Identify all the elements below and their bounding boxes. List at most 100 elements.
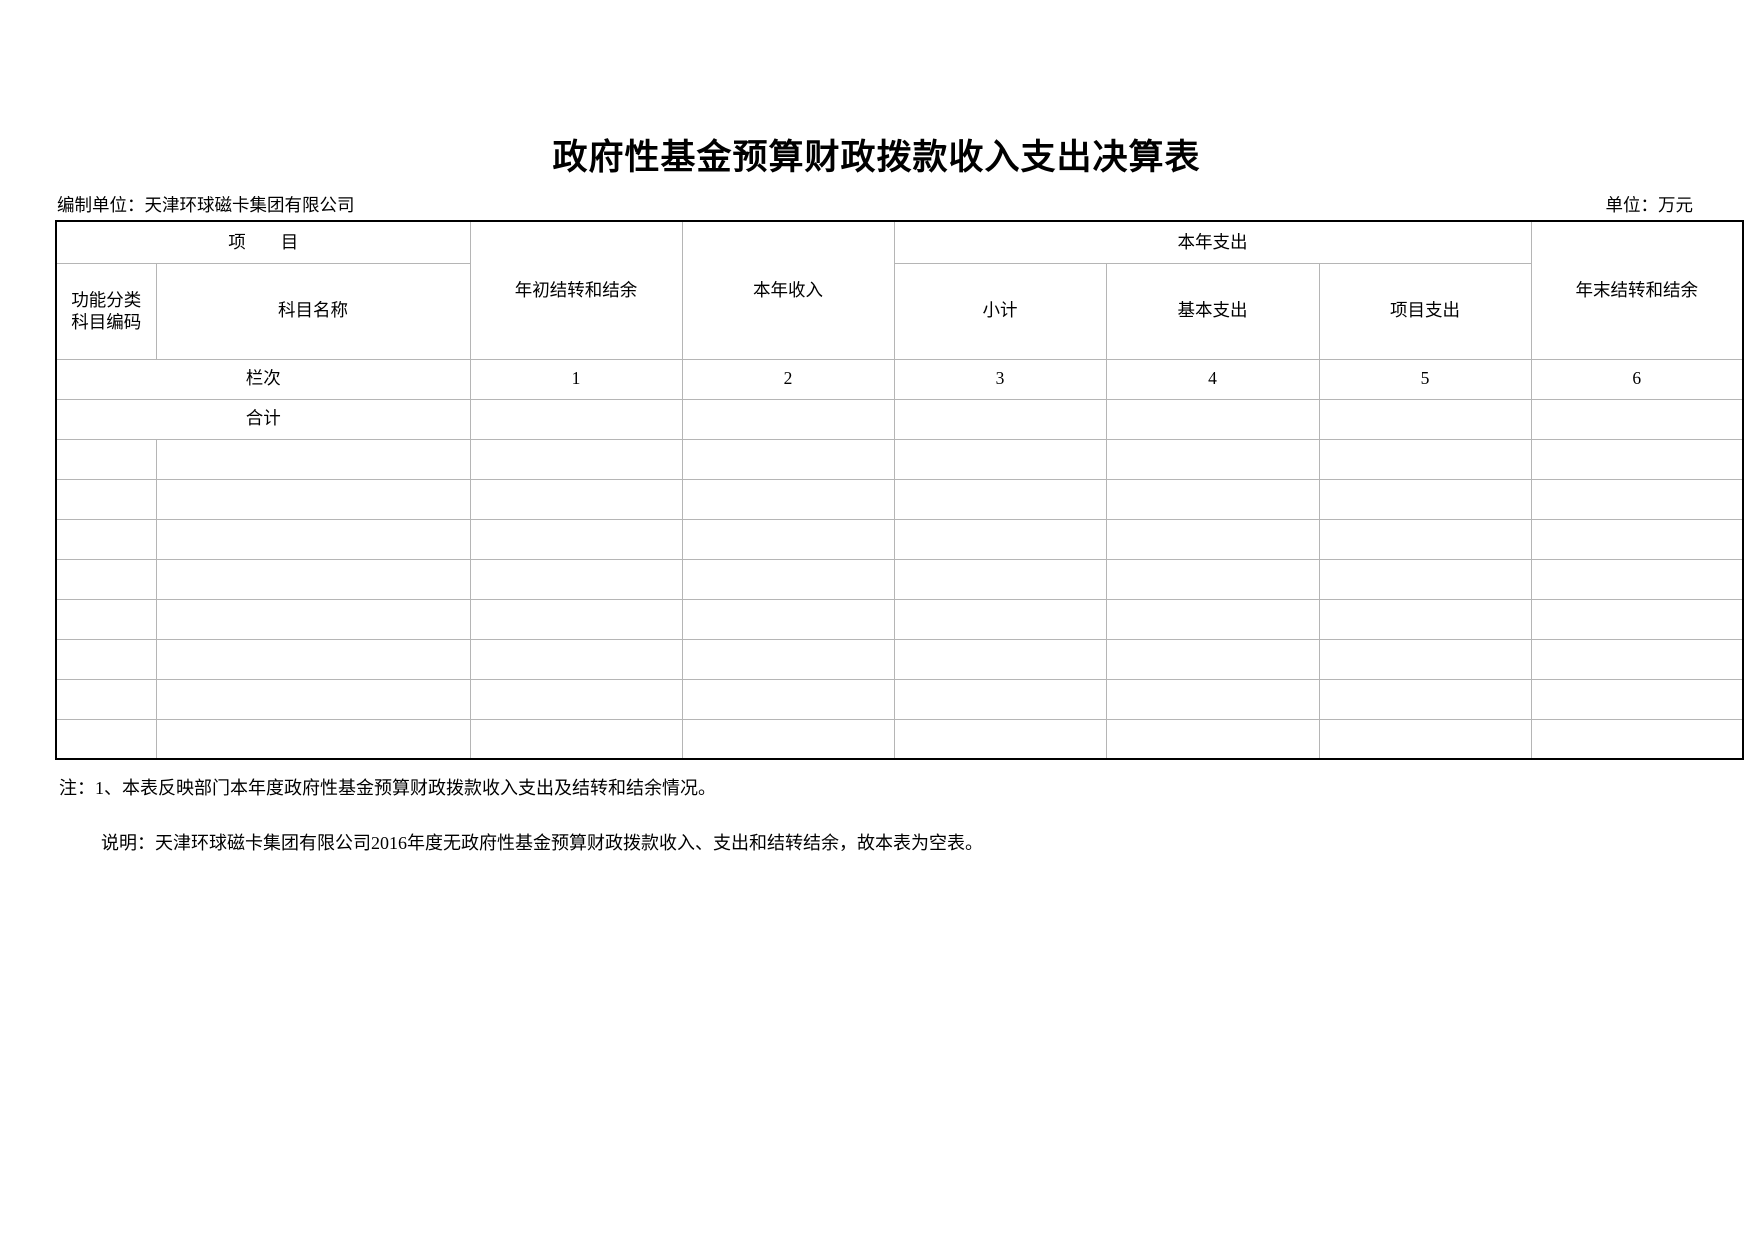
header-year-income: 本年收入 xyxy=(681,221,895,360)
row-value-5 xyxy=(1318,558,1532,600)
row-value-6 xyxy=(1530,678,1743,720)
header-function-class-code: 功能分类 科目编码 xyxy=(56,262,157,360)
row-value-3 xyxy=(893,558,1107,600)
row-code xyxy=(56,678,157,720)
row-value-6 xyxy=(1530,558,1743,600)
row-value-2 xyxy=(681,718,895,760)
header-opening-balance: 年初结转和结余 xyxy=(469,221,683,360)
total-value-1 xyxy=(469,398,683,440)
total-value-2 xyxy=(681,398,895,440)
row-value-1 xyxy=(469,678,683,720)
total-value-3 xyxy=(893,398,1107,440)
note-item-1: 注：1、本表反映部门本年度政府性基金预算财政拨款收入支出及结转和结余情况。 xyxy=(59,778,716,799)
row-name xyxy=(155,678,471,720)
row-value-4 xyxy=(1105,598,1320,640)
row-value-5 xyxy=(1318,718,1532,760)
header-subject-name: 科目名称 xyxy=(155,262,471,360)
header-subtotal: 小计 xyxy=(893,262,1107,360)
row-value-6 xyxy=(1530,718,1743,760)
page-title: 政府性基金预算财政拨款收入支出决算表 xyxy=(552,138,1201,177)
compiler-unit-label: 编制单位：天津环球磁卡集团有限公司 xyxy=(57,195,355,216)
row-name xyxy=(155,598,471,640)
row-value-3 xyxy=(893,638,1107,680)
header-row-subcolumns: 功能分类 科目编码 科目名称 小计 基本支出 项目支出 xyxy=(56,262,1743,360)
row-value-5 xyxy=(1318,438,1532,480)
row-value-6 xyxy=(1530,518,1743,560)
row-code xyxy=(56,598,157,640)
row-value-2 xyxy=(681,638,895,680)
lane-number-6: 6 xyxy=(1530,358,1743,400)
header-year-expenditure-group: 本年支出 xyxy=(893,221,1532,264)
row-value-3 xyxy=(893,718,1107,760)
row-code xyxy=(56,438,157,480)
table-row xyxy=(56,638,1743,680)
row-name xyxy=(155,558,471,600)
lane-number-1: 1 xyxy=(469,358,683,400)
header-project-expenditure: 项目支出 xyxy=(1318,262,1531,360)
row-value-3 xyxy=(893,518,1107,560)
lane-row-label: 栏次 xyxy=(56,358,471,400)
row-value-1 xyxy=(469,638,683,680)
row-value-4 xyxy=(1105,718,1320,760)
row-value-4 xyxy=(1105,478,1320,520)
table-row xyxy=(56,718,1743,760)
table-row xyxy=(56,478,1743,520)
row-value-5 xyxy=(1318,638,1532,680)
row-value-2 xyxy=(681,678,895,720)
total-value-4 xyxy=(1105,398,1320,440)
row-code xyxy=(56,558,157,600)
lane-number-3: 3 xyxy=(893,358,1107,400)
row-value-5 xyxy=(1318,518,1532,560)
header-row-groups: 项 目 年初结转和结余 本年收入 本年支出 年末结转和结余 xyxy=(56,221,1743,360)
row-name xyxy=(155,638,471,680)
row-value-4 xyxy=(1105,678,1320,720)
row-value-1 xyxy=(469,478,683,520)
table-row xyxy=(56,678,1743,720)
row-value-3 xyxy=(893,678,1107,720)
row-value-2 xyxy=(681,438,895,480)
row-code xyxy=(56,478,157,520)
row-name xyxy=(155,438,471,480)
row-value-1 xyxy=(469,518,683,560)
row-value-3 xyxy=(893,438,1107,480)
lane-number-5: 5 xyxy=(1318,358,1532,400)
row-value-6 xyxy=(1530,598,1743,640)
row-value-6 xyxy=(1530,438,1743,480)
table-row xyxy=(56,558,1743,600)
row-code xyxy=(56,718,157,760)
row-value-2 xyxy=(681,478,895,520)
lane-number-2: 2 xyxy=(681,358,895,400)
row-value-2 xyxy=(681,518,895,560)
header-function-class-code-line1: 功能分类 xyxy=(71,289,142,310)
row-value-1 xyxy=(469,598,683,640)
total-row: 合计 xyxy=(56,398,1743,440)
row-value-5 xyxy=(1318,478,1532,520)
total-value-5 xyxy=(1318,398,1532,440)
total-row-label: 合计 xyxy=(56,398,471,440)
table-row xyxy=(56,598,1743,640)
budget-decl-table: 项 目 年初结转和结余 本年收入 本年支出 年末结转和结余 功能分类 科目编码 … xyxy=(55,220,1744,761)
row-code xyxy=(56,518,157,560)
table-notes: 注：1、本表反映部门本年度政府性基金预算财政拨款收入支出及结转和结余情况。 说明… xyxy=(55,774,1698,858)
row-value-4 xyxy=(1105,558,1320,600)
table-row xyxy=(56,518,1743,560)
header-closing-balance: 年末结转和结余 xyxy=(1530,221,1743,360)
note-explanation: 说明：天津环球磁卡集团有限公司2016年度无政府性基金预算财政拨款收入、支出和结… xyxy=(101,833,983,854)
row-value-1 xyxy=(469,438,683,480)
currency-unit-label: 单位：万元 xyxy=(1605,195,1694,216)
row-value-2 xyxy=(681,598,895,640)
row-value-6 xyxy=(1530,638,1743,680)
row-value-1 xyxy=(469,558,683,600)
row-name xyxy=(155,518,471,560)
table-row xyxy=(56,438,1743,480)
document-meta-row: 编制单位：天津环球磁卡集团有限公司 单位：万元 xyxy=(55,192,1698,220)
lane-number-4: 4 xyxy=(1105,358,1320,400)
row-value-3 xyxy=(893,598,1107,640)
row-value-5 xyxy=(1318,678,1532,720)
row-code xyxy=(56,638,157,680)
header-item-group: 项 目 xyxy=(56,221,471,264)
header-basic-expenditure: 基本支出 xyxy=(1105,262,1320,360)
row-name xyxy=(155,718,471,760)
row-value-4 xyxy=(1105,638,1320,680)
